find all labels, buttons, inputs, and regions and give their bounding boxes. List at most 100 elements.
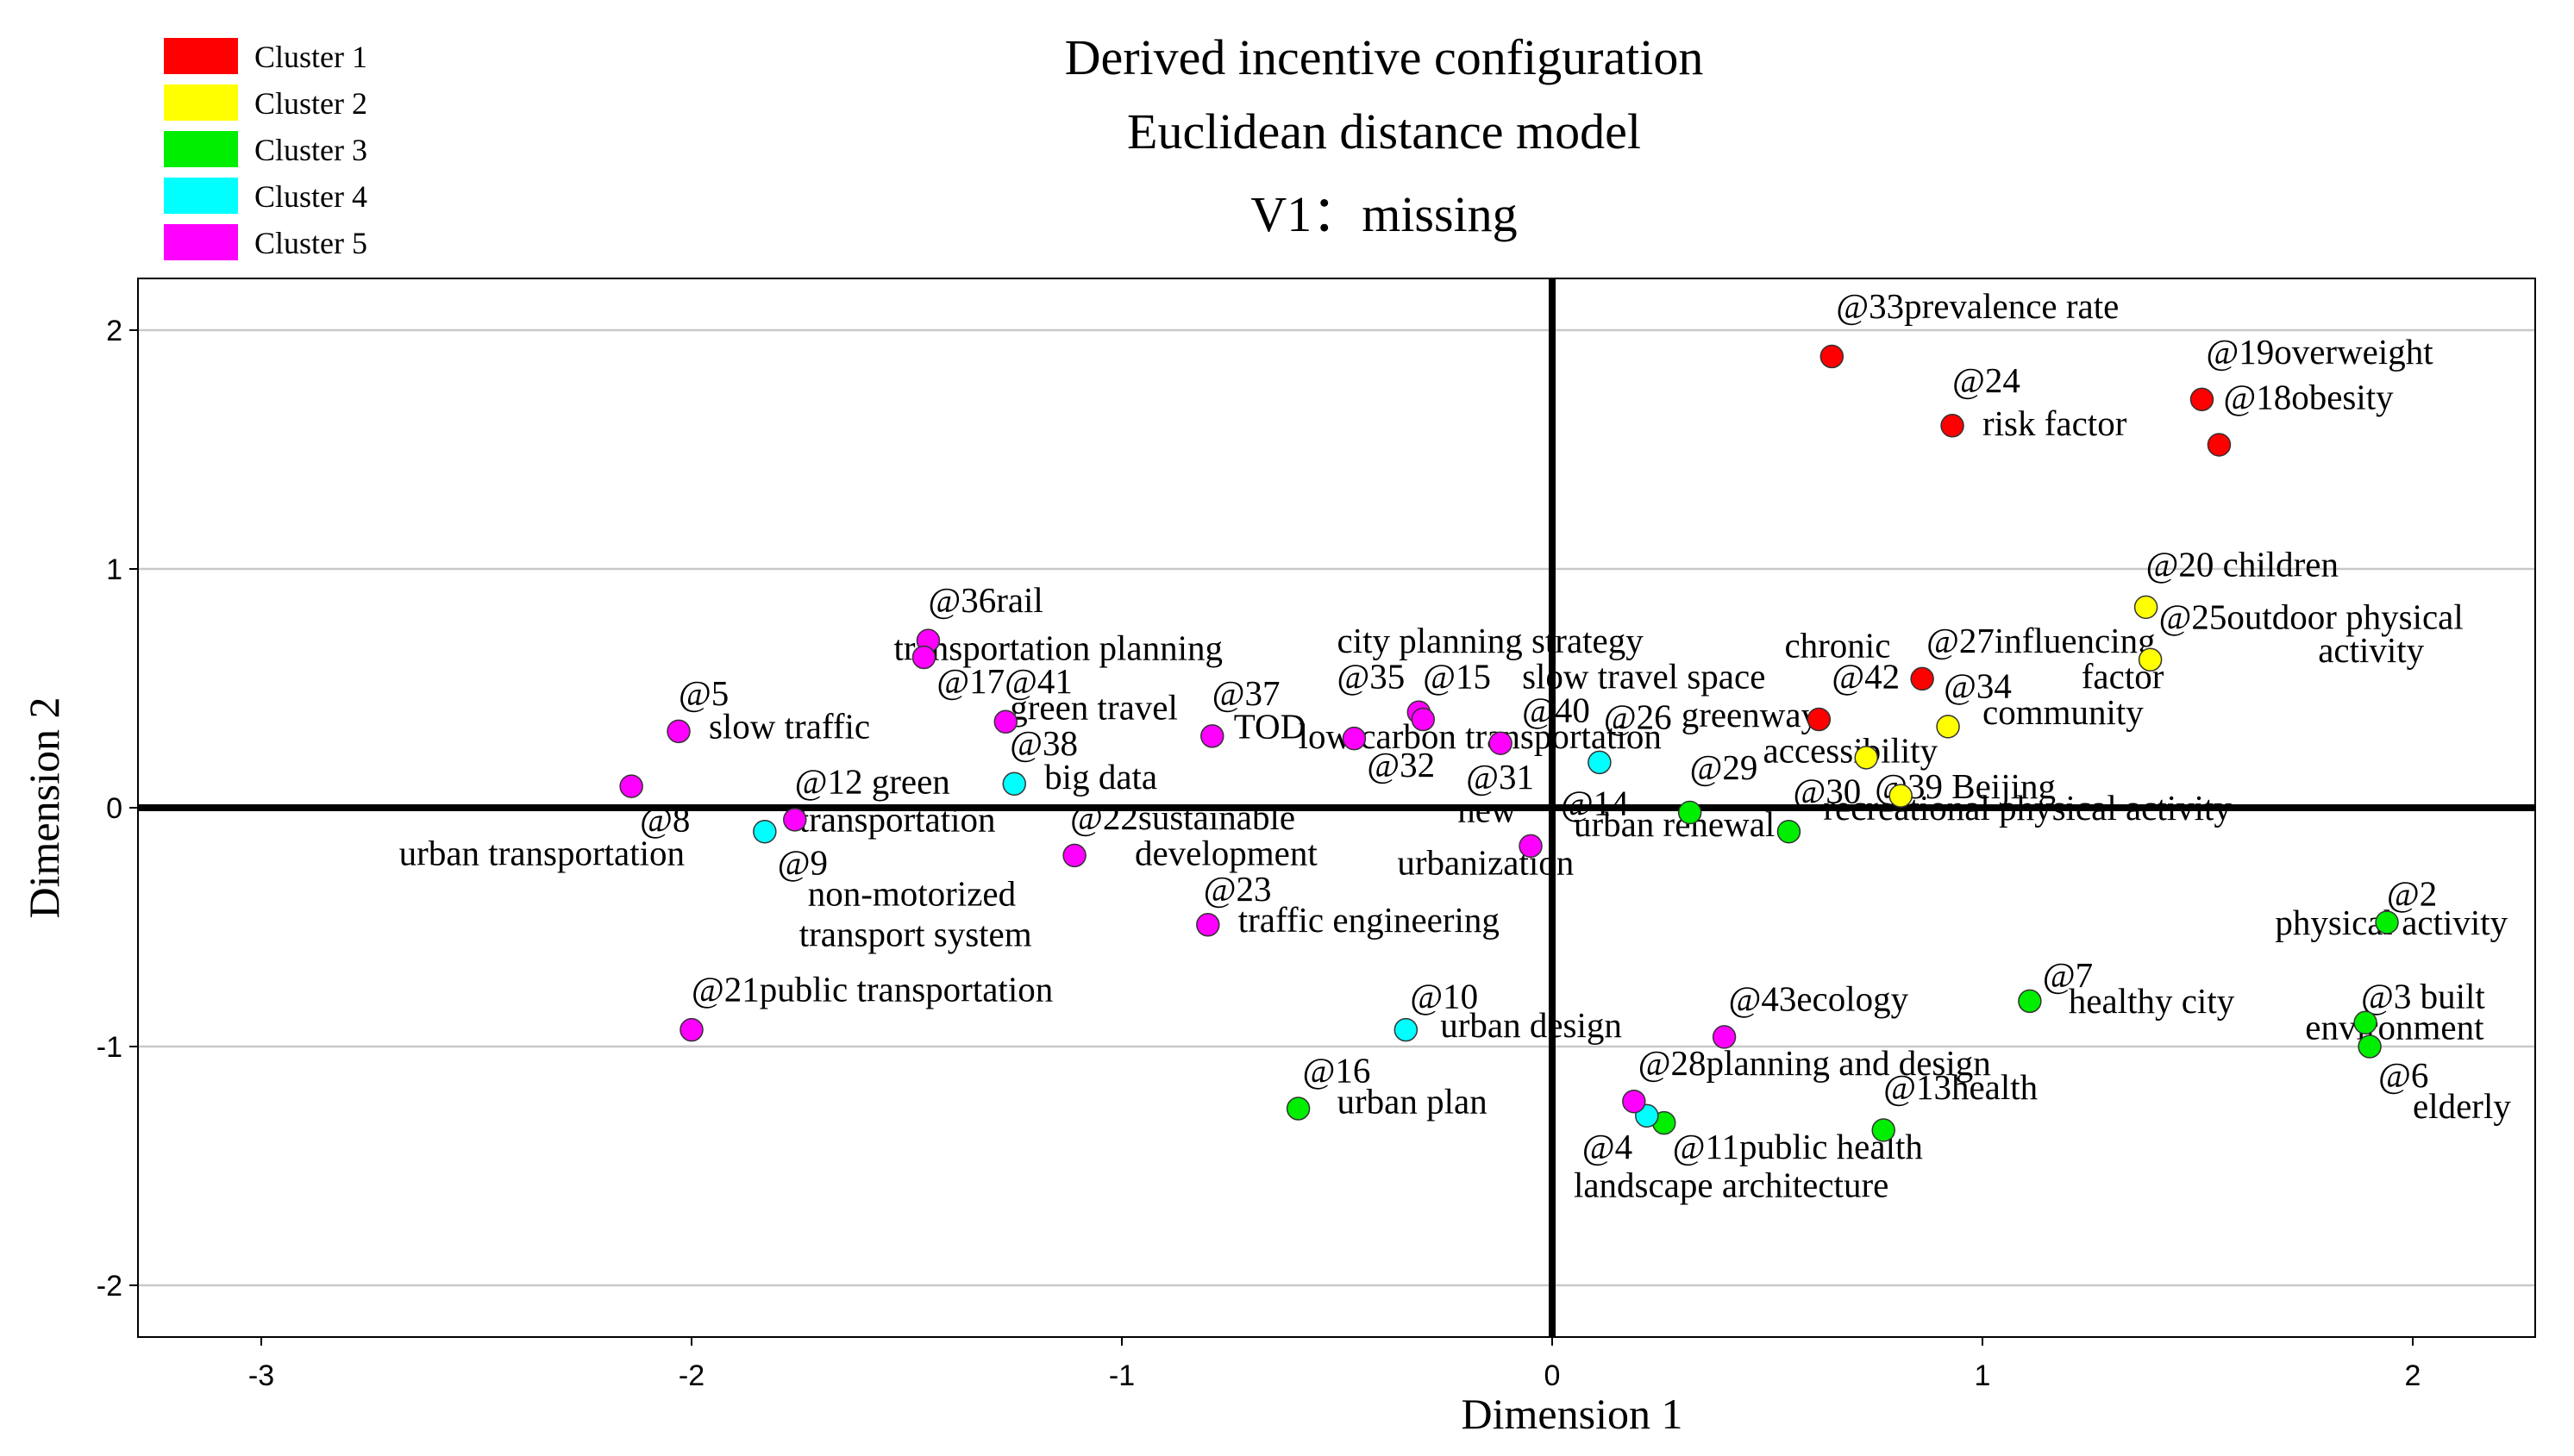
y-tick-label-1: 1 [106, 553, 122, 586]
point-label: @34 [1944, 666, 2012, 706]
data-point-k7 [2018, 989, 2042, 1014]
y-axis-title: Dimension 2 [20, 697, 68, 919]
point-label: recreational physical activity [1823, 788, 2232, 828]
x-tick-label-1: 1 [1975, 1359, 1991, 1392]
data-point-k20 [2133, 595, 2158, 620]
point-label: @24 [1952, 360, 2020, 400]
point-label: @37 [1212, 673, 1281, 713]
point-label: @10 [1410, 977, 1478, 1016]
data-point-k17 [993, 709, 1018, 734]
data-point-k1 [911, 645, 936, 670]
x-tick-label-2: 2 [2405, 1359, 2421, 1392]
legend-swatch-cluster-4 [164, 178, 238, 214]
data-point-k40 [1488, 731, 1512, 755]
data-point-k22 [1062, 843, 1087, 868]
data-point-k35 [1342, 726, 1367, 751]
point-label: @23 [1204, 869, 1272, 909]
point-label: traffic engineering [1238, 900, 1500, 940]
point-label: transportation planning [894, 628, 1223, 667]
data-point-k13 [1871, 1118, 1895, 1142]
legend: Cluster 1 Cluster 2 Cluster 3 Cluster 4 Clus… [164, 38, 367, 260]
data-point-k37 [1200, 724, 1224, 748]
x-tick-label--1: -1 [1109, 1359, 1135, 1392]
data-point-k16 [1286, 1097, 1311, 1121]
legend-swatch-cluster-2 [164, 84, 238, 121]
point-label: city planning strategy [1337, 621, 1644, 660]
point-label: environment [2305, 1008, 2484, 1047]
data-point-k43 [1712, 1025, 1737, 1049]
point-label: @33prevalence rate [1836, 286, 2119, 326]
data-point-k21 [680, 1017, 704, 1042]
point-label: @18obesity [2223, 377, 2394, 416]
point-label: urban plan [1337, 1082, 1487, 1122]
point-label: @17@41 [936, 661, 1073, 701]
data-point-k2 [2375, 910, 2399, 934]
point-label: @20 children [2146, 544, 2339, 584]
point-label: @5 [679, 673, 729, 713]
data-point-k12 [783, 808, 807, 832]
data-points [619, 344, 2399, 1142]
point-label: @40 [1522, 690, 1590, 729]
point-label: @26 [1604, 697, 1672, 737]
point-label: transportation [799, 800, 996, 840]
point-label: @9 [778, 843, 828, 883]
point-label: big data [1044, 757, 1157, 797]
point-label: urban design [1440, 1005, 1622, 1045]
chart-title-line-2: Euclidean distance model [1127, 103, 1641, 159]
y-tick-label-2: 2 [106, 315, 122, 347]
legend-swatch-cluster-3 [164, 131, 238, 167]
point-label: @22sustainable [1070, 797, 1295, 837]
point-label: @6 [2378, 1055, 2428, 1095]
data-point-k26 [1588, 750, 1612, 775]
point-label: @32 [1367, 745, 1435, 784]
data-point-k3 [2353, 1010, 2377, 1035]
point-label: TOD [1234, 707, 1306, 747]
point-label: @15 [1423, 657, 1491, 697]
point-label: @30 [1793, 771, 1861, 810]
point-label: @2 [2387, 874, 2437, 914]
point-label: @43ecology [1729, 978, 1909, 1018]
point-label: @4 [1582, 1127, 1632, 1166]
point-label: new [1457, 790, 1517, 830]
point-label: development [1135, 833, 1318, 872]
point-label: healthy city [2069, 981, 2235, 1021]
plot-area: -2 -1 0 1 2 -3 -2 -1 0 1 2 @33prevalence rate @24ri… [97, 278, 2536, 1392]
point-label: @7 [2043, 955, 2093, 995]
data-point-k34 [1936, 715, 1960, 739]
legend-label-cluster-5: Cluster 5 [254, 226, 367, 260]
data-point-k5 [667, 719, 691, 744]
point-label: slow travel space [1522, 657, 1765, 697]
data-point-k28 [1622, 1089, 1646, 1114]
data-point-k8 [619, 774, 643, 798]
point-label: @42 [1832, 657, 1900, 697]
chart-title-line-1: Derived incentive configuration [1065, 29, 1704, 85]
axis-ticks: -2 -1 0 1 2 -3 -2 -1 0 1 2 [97, 315, 2421, 1392]
y-tick-label--2: -2 [97, 1270, 122, 1303]
point-label: urbanization [1397, 843, 1574, 883]
data-point-k25 [2138, 647, 2163, 672]
data-point-k38 [1002, 772, 1026, 797]
data-point-k24 [1940, 414, 1964, 438]
point-label: @25outdoor physical [2159, 597, 2464, 636]
data-point-k39 [1888, 784, 1913, 808]
point-label: @27influencing [1926, 621, 2155, 660]
data-point-k23 [1196, 912, 1220, 937]
point-label: @28planning and design [1638, 1043, 1991, 1083]
x-tick-label-0: 0 [1544, 1359, 1561, 1392]
legend-label-cluster-4: Cluster 4 [254, 179, 367, 214]
x-axis-title: Dimension 1 [1462, 1390, 1683, 1438]
reference-lines [138, 278, 2535, 1337]
point-label: @29 [1690, 747, 1758, 787]
point-label: urban transportation [399, 833, 685, 872]
legend-swatch-cluster-1 [164, 38, 238, 74]
point-label: @16 [1303, 1051, 1371, 1090]
data-point-k27 [1910, 666, 1934, 691]
point-label: @12 green [795, 761, 950, 801]
y-tick-label-0: 0 [106, 792, 122, 825]
point-label: @8 [640, 800, 690, 840]
chart-subtitle: V1：missing [1250, 186, 1517, 242]
point-label: @14 [1561, 783, 1629, 822]
point-label: @36rail [928, 580, 1043, 620]
data-point-k42 [1807, 707, 1832, 732]
point-label: community [1982, 692, 2144, 732]
